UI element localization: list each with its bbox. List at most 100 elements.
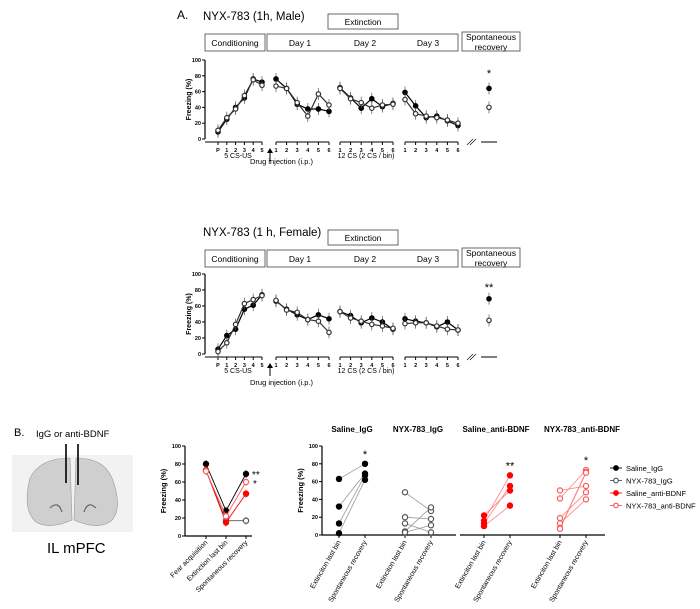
female-data-point <box>455 327 461 333</box>
female-data-point <box>433 323 440 329</box>
female-x-tick-label: 2 <box>349 363 352 369</box>
b2-data-point <box>427 522 435 529</box>
male-data-point <box>368 105 375 111</box>
b1-y-tick-label: 20 <box>175 516 181 522</box>
female-x-tick-label: 2 <box>285 363 288 369</box>
female-axis-break <box>469 353 477 361</box>
b2-data-point <box>556 495 564 502</box>
male-data-point <box>423 113 430 119</box>
b1-series-line <box>205 463 247 512</box>
female-chart-title: NYX-783 (1 h, Female) <box>203 227 321 239</box>
female-y-tick-label: 100 <box>192 272 201 278</box>
spontaneous-recovery-box-label: Spontaneous <box>466 32 516 42</box>
male-x-tick-label: 3 <box>425 148 428 154</box>
male-x-tick-label: 6 <box>456 148 459 154</box>
b2-data-point <box>582 489 590 496</box>
female-cs-bin-label: 12 CS (2 CS / bin) <box>338 368 395 375</box>
male-data-point <box>326 102 332 108</box>
b2-pair-line <box>404 491 432 512</box>
brain-slice-image <box>12 444 133 532</box>
male-y-label: Freezing (%) <box>186 79 193 121</box>
b2-y-tick-label: 80 <box>312 462 318 468</box>
female-data-point <box>232 321 239 328</box>
legend-marker <box>613 490 619 496</box>
male-chart-title: NYX-783 (1h, Male) <box>203 11 305 23</box>
b2-data-point <box>401 514 409 521</box>
spontaneous-recovery-box <box>461 31 521 52</box>
male-data-point <box>412 110 419 117</box>
female-data-point <box>379 323 386 329</box>
female-data-point <box>224 339 230 346</box>
b2-data-point <box>361 460 369 467</box>
male-x-tick-label: 3 <box>243 148 246 154</box>
female-x-tick-label: 4 <box>370 363 374 369</box>
female-data-point <box>241 300 248 307</box>
female-x-tick-label: 5 <box>381 363 384 369</box>
male-data-point <box>412 103 419 109</box>
female-y-tick-label: 60 <box>195 304 201 310</box>
b2-pair-line <box>404 523 432 533</box>
legend-label: NYX-783_IgG <box>626 477 673 486</box>
male-data-point <box>250 76 257 83</box>
b2-pair-line <box>338 479 366 534</box>
male-x-tick-label: 6 <box>327 148 330 154</box>
female-data-point <box>444 326 451 333</box>
group-title: NYX-783_IgG <box>393 425 443 434</box>
b2-y-tick-label: 40 <box>312 497 318 503</box>
male-x-tick-label: 4 <box>370 148 374 154</box>
female-x-tick-label: 6 <box>456 363 459 369</box>
b2-pair-line <box>338 475 366 524</box>
b1-y-tick-label: 60 <box>175 480 181 486</box>
b2-y-tick-label: 100 <box>309 444 318 450</box>
female-series-line <box>217 294 263 350</box>
male-series-line <box>275 78 330 112</box>
female-data-point <box>368 321 375 328</box>
male-data-point <box>259 82 265 89</box>
conditioning-box-label: Conditioning <box>211 254 259 264</box>
female-drug-arrow-head <box>267 363 273 368</box>
b2-data-point <box>335 503 343 510</box>
day1-label: Day 1 <box>289 254 311 264</box>
b1-significance: ** <box>252 470 260 481</box>
male-x-tick-label: 5 <box>260 148 263 154</box>
male-data-point <box>241 92 248 99</box>
male-x-tick-label: 1 <box>338 148 341 154</box>
female-x-tick-label: 2 <box>414 363 417 369</box>
female-data-point <box>412 319 419 326</box>
spontaneous-recovery-box-label: recovery <box>475 258 508 268</box>
extinction-box <box>327 13 399 30</box>
conditioning-box <box>204 249 266 268</box>
b2-data-point <box>556 525 564 532</box>
b2-pair-line <box>483 505 511 527</box>
male-data-point <box>347 95 354 102</box>
legend-marker <box>613 465 619 471</box>
female-cs-us-label: 5 CS-US <box>224 368 252 375</box>
b2-pair-line <box>559 491 587 519</box>
extinction-box-label: Extinction <box>345 233 382 243</box>
b2-data-point <box>582 469 590 476</box>
male-cs-us-label: 5 CS-US <box>224 153 252 160</box>
b1-y-label: Freezing (%) <box>159 468 168 513</box>
female-y-tick-label: 80 <box>195 288 201 294</box>
b2-data-point <box>506 482 514 490</box>
male-significance: * <box>487 68 492 80</box>
b2-pair-line <box>338 463 366 480</box>
female-data-point <box>283 307 290 313</box>
male-x-tick-label: 5 <box>446 148 449 154</box>
female-x-tick-label: 1 <box>403 363 406 369</box>
extinction-days-box <box>266 249 459 268</box>
b2-data-point <box>335 475 343 483</box>
female-x-tick-label: 4 <box>252 363 256 369</box>
b2-data-point <box>506 472 514 479</box>
male-data-point <box>273 83 279 89</box>
b1-y-tick-label: 80 <box>175 462 181 468</box>
male-x-tick-label: 1 <box>403 148 406 154</box>
group-title: NYX-783_anti-BDNF <box>544 425 620 434</box>
b1-data-point <box>222 519 230 526</box>
legend-label: NYX-783_anti-BDNF <box>626 502 696 511</box>
b1-data-point <box>222 513 230 520</box>
male-sr-point <box>486 104 492 111</box>
b2-data-point <box>427 515 435 523</box>
b1-data-point <box>242 490 250 497</box>
